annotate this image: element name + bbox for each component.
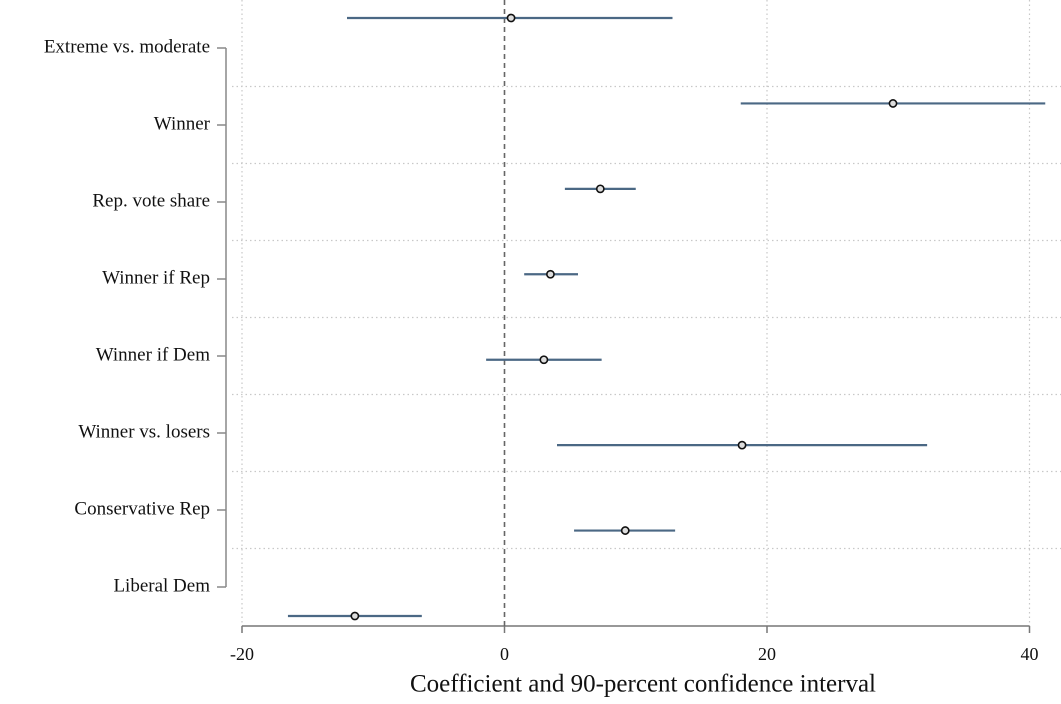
point-estimate [506, 13, 516, 23]
point-estimate [737, 440, 747, 450]
x-tick-label: -20 [230, 644, 254, 664]
point-estimate [546, 269, 555, 279]
y-tick-label: Liberal Dem [113, 575, 210, 596]
y-tick-label: Winner vs. losers [78, 421, 210, 442]
point-estimate [888, 99, 898, 108]
x-tick-label: 40 [1021, 644, 1039, 664]
y-tick-label: Extreme vs. moderate [44, 36, 210, 57]
x-axis-title: Coefficient and 90-percent confidence in… [410, 671, 876, 698]
y-tick-label: Winner if Rep [102, 267, 210, 288]
x-tick-label: 0 [500, 644, 509, 664]
y-tick-label: Winner [154, 113, 211, 134]
x-tick-label: 20 [758, 644, 776, 664]
y-tick-label: Conservative Rep [74, 498, 210, 519]
point-estimate [539, 355, 549, 365]
y-tick-label: Rep. vote share [92, 190, 210, 211]
point-estimate [350, 611, 360, 621]
y-tick-label: Winner if Dem [96, 344, 210, 365]
point-estimate [595, 184, 605, 194]
point-estimate [620, 526, 630, 535]
